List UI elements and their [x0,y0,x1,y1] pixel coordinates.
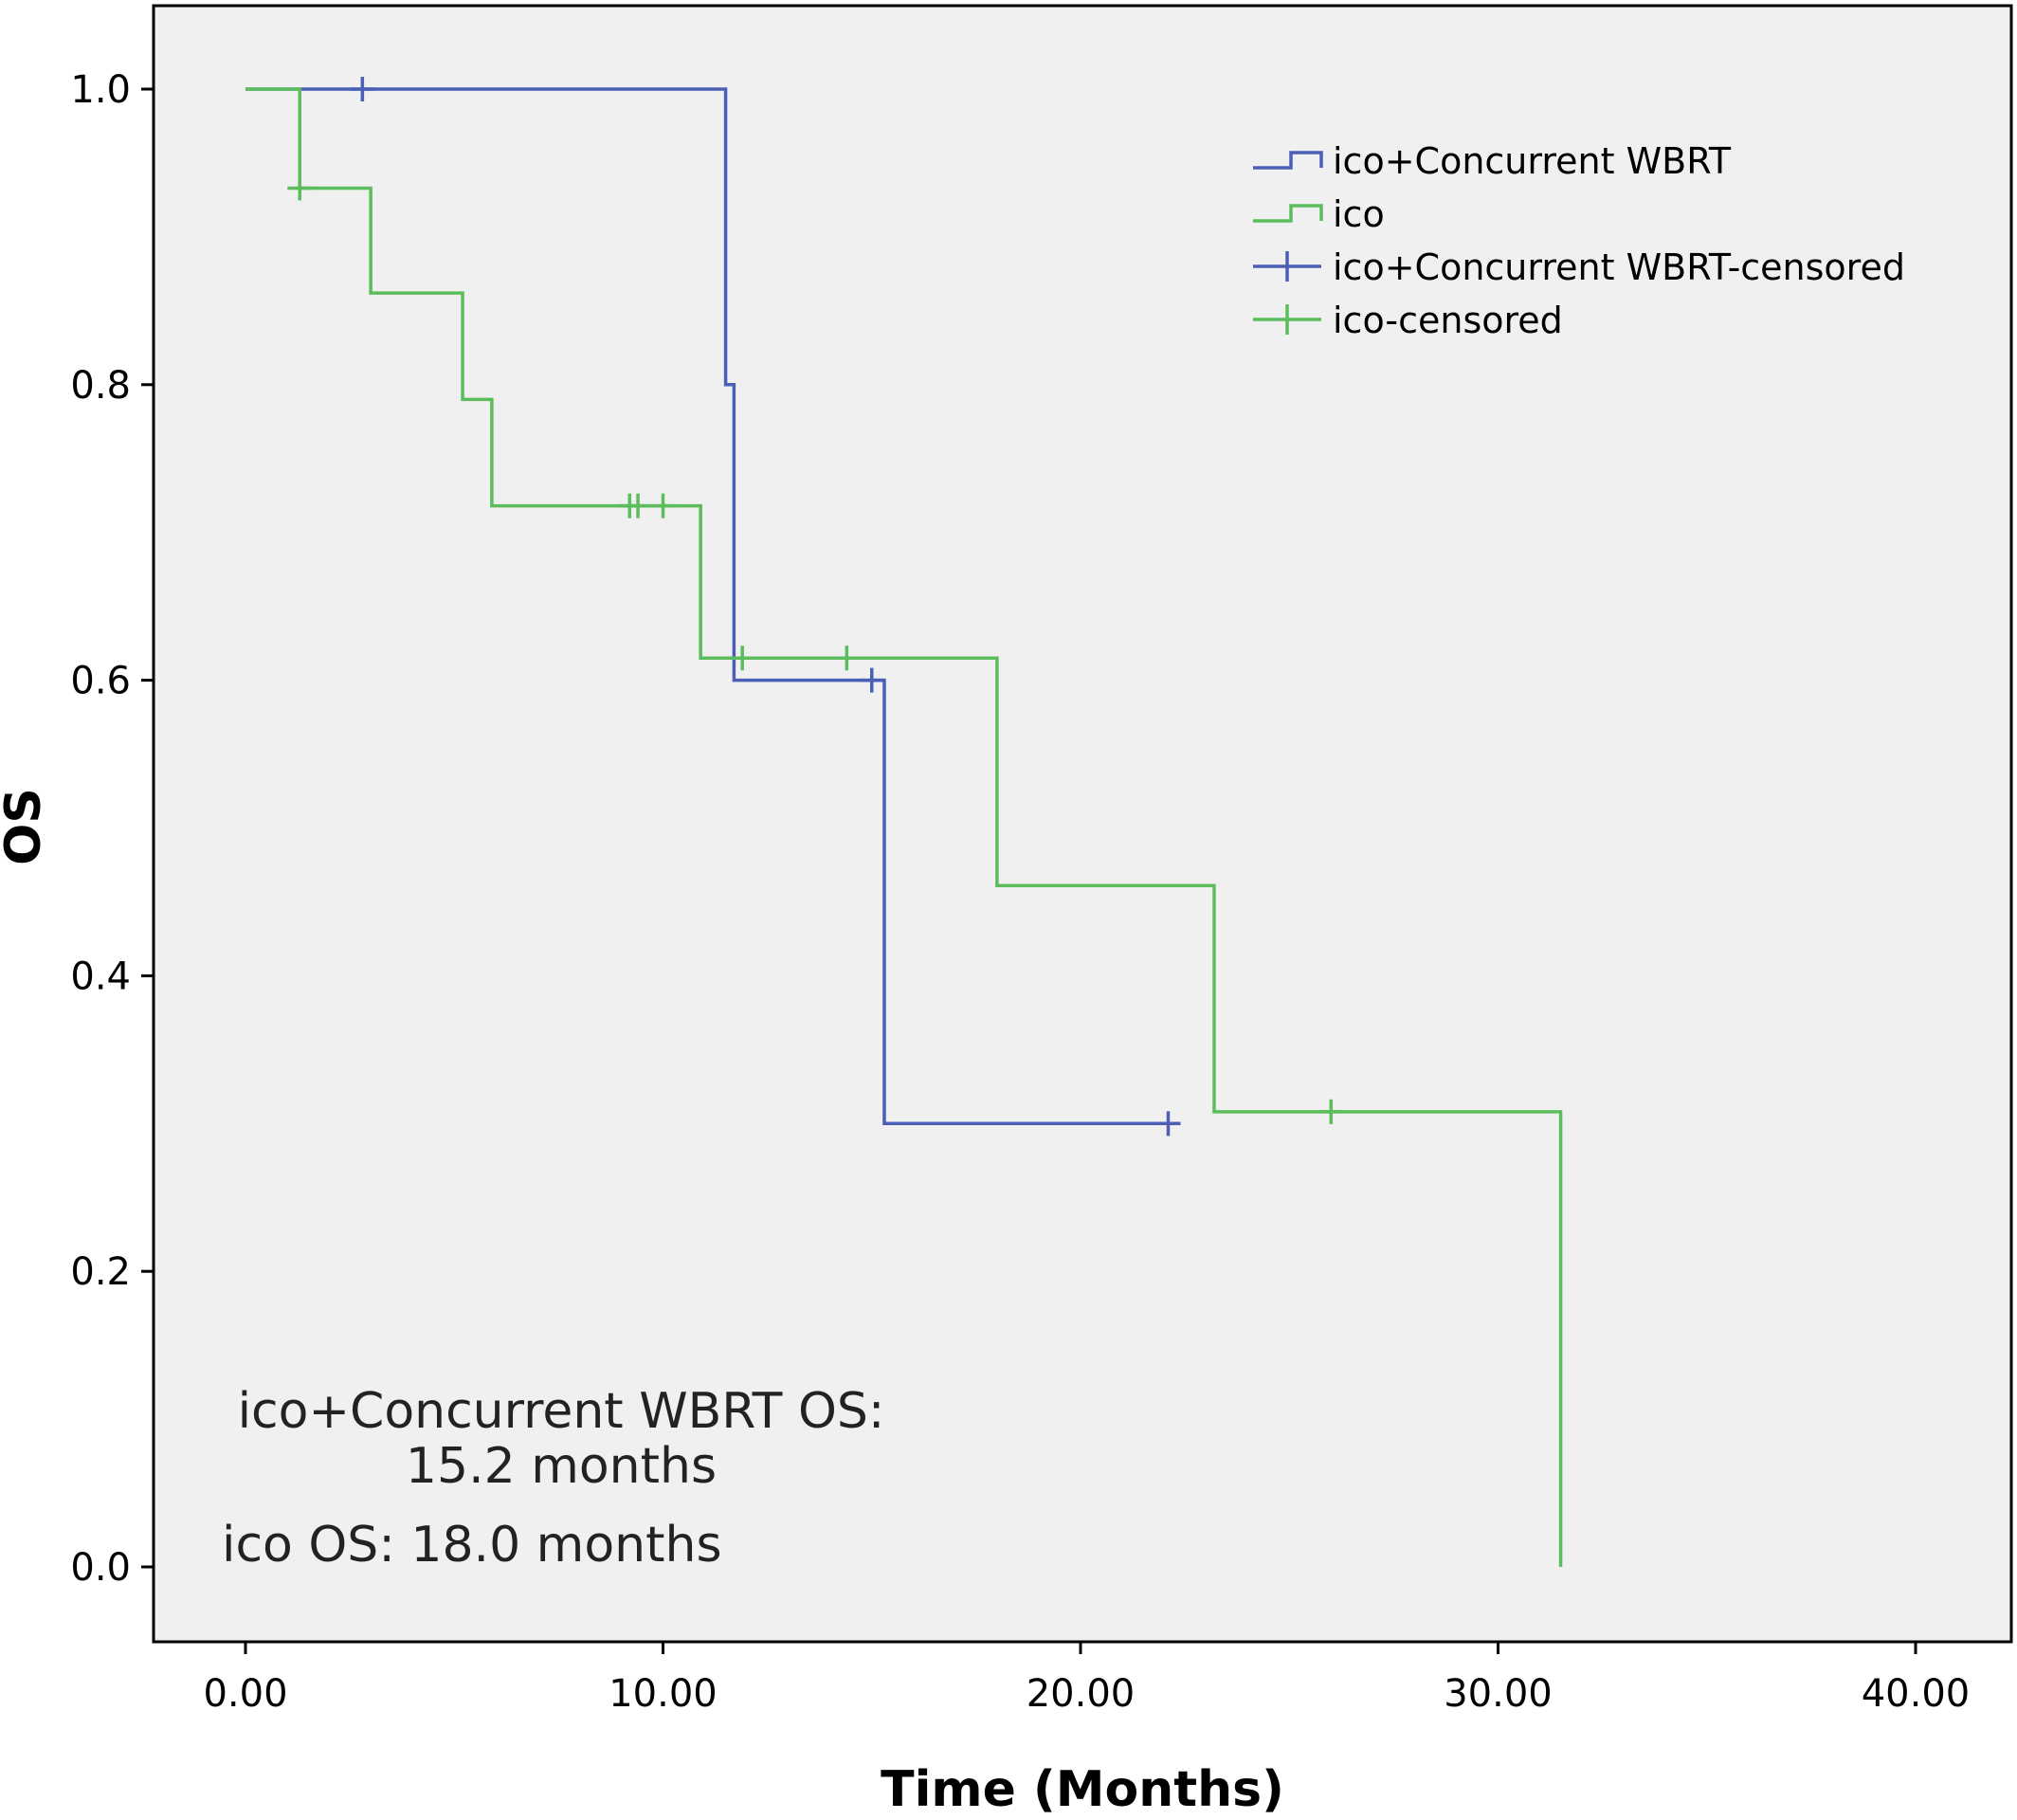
series-line-0 [245,87,1169,1126]
censor-mark [626,493,651,519]
censor-mark [834,646,860,671]
legend-item: ico+Concurrent WBRT-censored [1253,246,1905,288]
x-axis-title: Time (Months) [881,1761,1284,1818]
legend-item: ico-censored [1253,300,1563,341]
series-layer [245,87,1563,1567]
legend-swatch [1253,204,1323,223]
legend-label: ico [1333,193,1385,235]
censor-mark [287,175,313,201]
annotation-wbrt-os-line2: 15.2 months [406,1438,717,1495]
plot-area [152,4,2013,1644]
x-axis: 0.00 10.00 20.00 30.00 40.00 [203,1642,1970,1716]
y-axis-title: OS [0,788,52,865]
censor-marks [287,77,1344,1137]
legend-label: ico-censored [1333,300,1563,341]
x-tick-label: 40.00 [1862,1672,1971,1716]
x-tick-label: 20.00 [1027,1672,1136,1716]
censor-mark [859,667,884,693]
legend-swatch [1253,151,1323,170]
legend-label: ico+Concurrent WBRT [1333,140,1732,182]
censor-mark [1318,1099,1344,1124]
censor-mark [350,77,375,101]
censor-mark [730,646,755,671]
y-tick-label: 0.4 [70,955,131,998]
y-tick-label: 0.2 [70,1250,131,1294]
legend: ico+Concurrent WBRT ico ico+Concurrent WBR… [1253,140,1905,341]
x-tick-label: 0.00 [203,1672,287,1716]
legend-item: ico [1253,193,1385,235]
legend-item: ico+Concurrent WBRT [1253,140,1732,182]
censor-mark [650,493,676,519]
series-line-1 [245,87,1563,1567]
annotation-ico-os: ico OS: 18.0 months [222,1517,722,1574]
x-tick-label: 30.00 [1444,1672,1553,1716]
x-tick-label: 10.00 [609,1672,718,1716]
y-tick-label: 1.0 [70,68,131,112]
y-tick-label: 0.0 [70,1546,131,1590]
censor-mark [1155,1111,1181,1137]
y-tick-label: 0.8 [70,364,131,408]
y-tick-label: 0.6 [70,660,131,703]
y-axis: 0.0 0.2 0.4 0.6 0.8 1.0 [70,68,154,1590]
annotation-wbrt-os-line1: ico+Concurrent WBRT OS: [238,1383,885,1440]
legend-label: ico+Concurrent WBRT-censored [1333,246,1905,288]
